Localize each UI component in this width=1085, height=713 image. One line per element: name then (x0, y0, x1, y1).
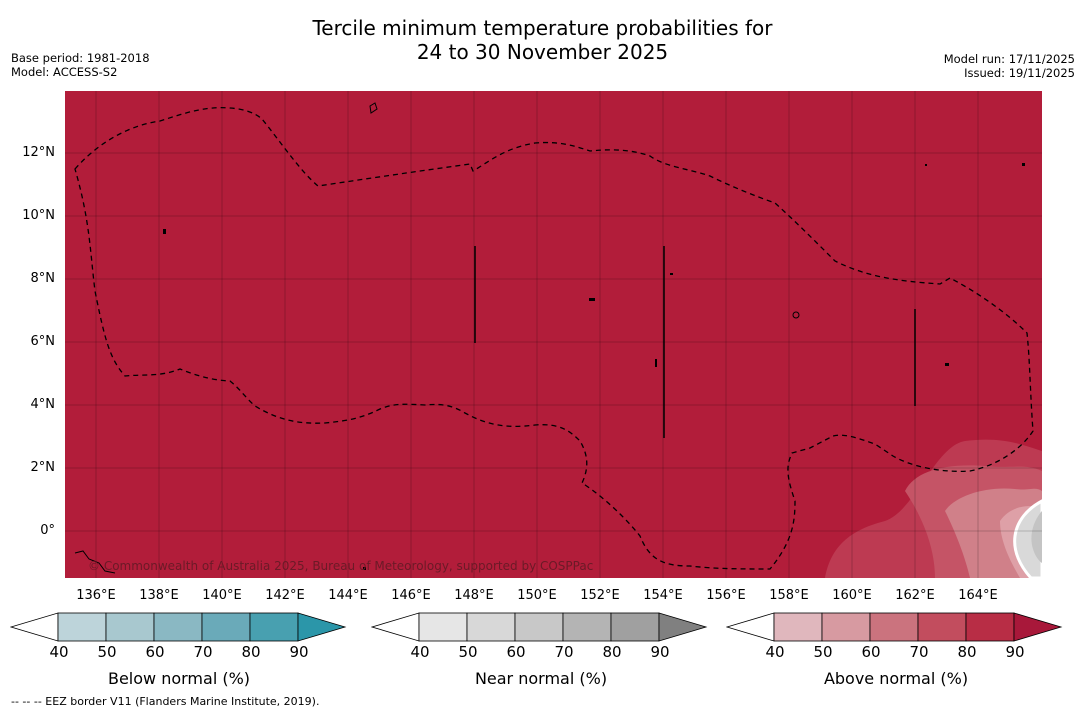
colorbar-swatch (466, 612, 516, 642)
below-normal-swatches (10, 612, 347, 642)
lon-label: 148°E (454, 588, 494, 603)
colorbar-swatch (105, 612, 155, 642)
eez-border (74, 107, 1034, 570)
lon-label: 154°E (643, 588, 683, 603)
meta-left: Base period: 1981-2018 Model: ACCESS-S2 (11, 51, 150, 79)
model-run: Model run: 17/11/2025 (943, 52, 1075, 66)
cb-tick: 40 (410, 643, 430, 661)
near-normal-label: Near normal (%) (474, 669, 608, 688)
lon-label: 140°E (202, 588, 242, 603)
meta-right: Model run: 17/11/2025 Issued: 19/11/2025 (944, 52, 1075, 80)
lon-label: 136°E (76, 588, 116, 603)
small-islands (163, 163, 1025, 570)
colorbar-extend-low (726, 612, 775, 642)
cb-tick: 40 (765, 643, 785, 661)
colorbar-swatch (965, 612, 1015, 642)
colorbar-swatch (514, 612, 564, 642)
lat-label: 0° (40, 523, 55, 538)
colorbar-swatch (249, 612, 299, 642)
lon-label: 162°E (895, 588, 935, 603)
above-normal-swatches (726, 612, 1063, 642)
near-normal-core (1031, 511, 1042, 563)
graticule (65, 91, 1042, 578)
lat-label: 2°N (30, 460, 56, 475)
colorbar-swatch (201, 612, 251, 642)
colorbar-swatch (562, 612, 612, 642)
colorbar-extend-low (371, 612, 420, 642)
lon-label: 158°E (769, 588, 809, 603)
lon-label: 160°E (832, 588, 872, 603)
issued-date: Issued: 19/11/2025 (964, 66, 1075, 80)
cb-tick: 50 (458, 643, 478, 661)
near-normal-swatches (371, 612, 708, 642)
lon-label: 138°E (139, 588, 179, 603)
land-features (74, 102, 916, 574)
cb-tick: 50 (813, 643, 833, 661)
above-normal-colorbar (726, 612, 1063, 642)
colorbar-swatch (153, 612, 203, 642)
map-title: Tercile minimum temperature probabilitie… (0, 16, 1085, 64)
cb-tick: 50 (97, 643, 117, 661)
lon-label: 146°E (391, 588, 431, 603)
lon-label: 150°E (517, 588, 557, 603)
colorbar-extend-high (1013, 612, 1063, 642)
lat-label: 4°N (30, 397, 56, 412)
cb-tick: 80 (602, 643, 622, 661)
cb-tick: 70 (909, 643, 929, 661)
below-normal-label: Below normal (%) (107, 669, 251, 688)
cb-tick: 80 (241, 643, 261, 661)
colorbar-extend-high (658, 612, 708, 642)
title-line-2: 24 to 30 November 2025 (416, 40, 669, 64)
colorbar-swatch (57, 612, 107, 642)
eez-footnote: -- -- -- EEZ border V11 (Flanders Marine… (11, 695, 320, 708)
near-normal-region (1013, 499, 1042, 578)
cb-tick: 60 (506, 643, 526, 661)
colorbar-swatch (610, 612, 660, 642)
cb-tick: 60 (145, 643, 165, 661)
cb-tick: 90 (289, 643, 309, 661)
title-line-1: Tercile minimum temperature probabilitie… (312, 16, 773, 40)
base-period: Base period: 1981-2018 (11, 51, 150, 65)
cb-tick: 90 (1005, 643, 1025, 661)
colorbar-swatch (821, 612, 871, 642)
cb-tick: 70 (554, 643, 574, 661)
near-normal-colorbar (371, 612, 708, 642)
below-normal-colorbar (10, 612, 347, 642)
map-panel[interactable] (65, 91, 1042, 578)
model-name: Model: ACCESS-S2 (11, 65, 118, 79)
lon-label: 164°E (958, 588, 998, 603)
cb-tick: 90 (650, 643, 670, 661)
lat-label: 12°N (22, 145, 55, 160)
lon-label: 152°E (580, 588, 620, 603)
map-canvas (65, 91, 1042, 578)
above-normal-label: Above normal (%) (823, 669, 969, 688)
colorbar-extend-low (10, 612, 59, 642)
colorbar-swatch (418, 612, 468, 642)
cb-tick: 40 (49, 643, 69, 661)
lat-label: 8°N (30, 271, 56, 286)
probability-field (65, 91, 1042, 578)
colorbar-swatch (869, 612, 919, 642)
lon-label: 144°E (328, 588, 368, 603)
lat-label: 10°N (22, 208, 55, 223)
cb-tick: 80 (957, 643, 977, 661)
colorbar-extend-high (297, 612, 347, 642)
lat-label: 6°N (30, 334, 56, 349)
cb-tick: 70 (193, 643, 213, 661)
colorbar-swatch (917, 612, 967, 642)
copyright-notice: © Commonwealth of Australia 2025, Bureau… (88, 559, 594, 573)
colorbar-swatch (773, 612, 823, 642)
lon-label: 142°E (265, 588, 305, 603)
lon-label: 156°E (706, 588, 746, 603)
cb-tick: 60 (861, 643, 881, 661)
